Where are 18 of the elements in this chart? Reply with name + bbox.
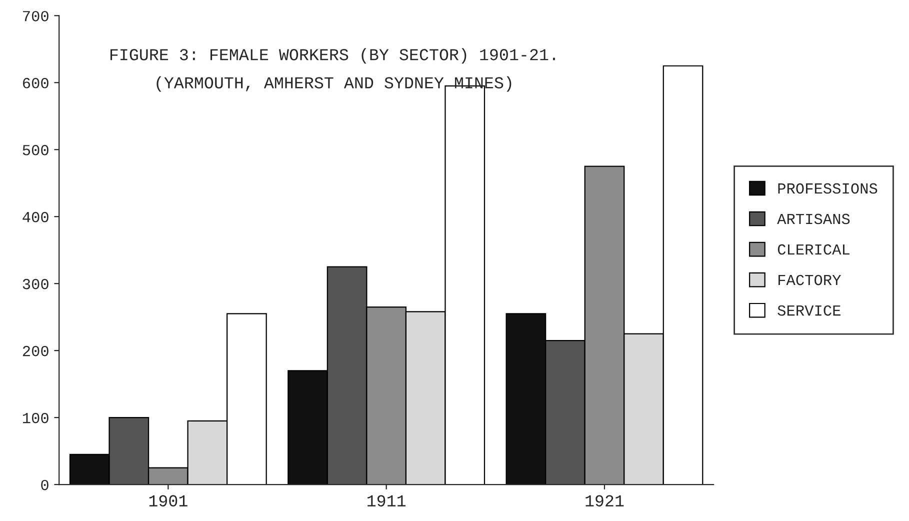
legend-label: PROFESSIONS	[778, 183, 878, 194]
y-tick-label: 400	[22, 212, 48, 222]
legend-label: CLERICAL	[778, 244, 850, 255]
x-tick-label: 1921	[586, 495, 624, 506]
y-tick-label: 200	[22, 346, 48, 356]
y-tick-label: 100	[22, 412, 48, 424]
x-tick-label: 1911	[368, 495, 406, 506]
legend-label: FACTORY	[778, 274, 841, 286]
y-tick-label: 0	[41, 480, 48, 490]
legend-label: SERVICE	[778, 305, 840, 316]
text: (YARMOUTH, AMHERST AND SYDNEY MINES)	[156, 76, 512, 92]
text: FIGURE 3: FEMALE WORKERS (BY SECTOR) 1901-21.	[110, 48, 555, 64]
x-tick-label: 1901	[149, 495, 188, 506]
y-tick-label: 500	[22, 144, 48, 156]
y-tick-label: 300	[22, 278, 48, 290]
y-tick-label: 600	[22, 78, 48, 88]
legend-label: ARTISANS	[777, 214, 850, 224]
y-tick-label: 700	[23, 10, 48, 22]
